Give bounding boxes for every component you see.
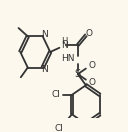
Text: Cl: Cl: [51, 90, 60, 99]
Text: O: O: [88, 78, 95, 87]
Text: N: N: [41, 65, 48, 74]
Text: Cl: Cl: [55, 124, 64, 132]
Text: O: O: [86, 29, 93, 38]
Text: HN: HN: [61, 54, 74, 63]
Text: O: O: [88, 61, 95, 70]
Text: N: N: [41, 30, 48, 39]
Text: S: S: [75, 69, 81, 79]
Text: N: N: [61, 41, 67, 50]
Text: H: H: [61, 37, 67, 46]
